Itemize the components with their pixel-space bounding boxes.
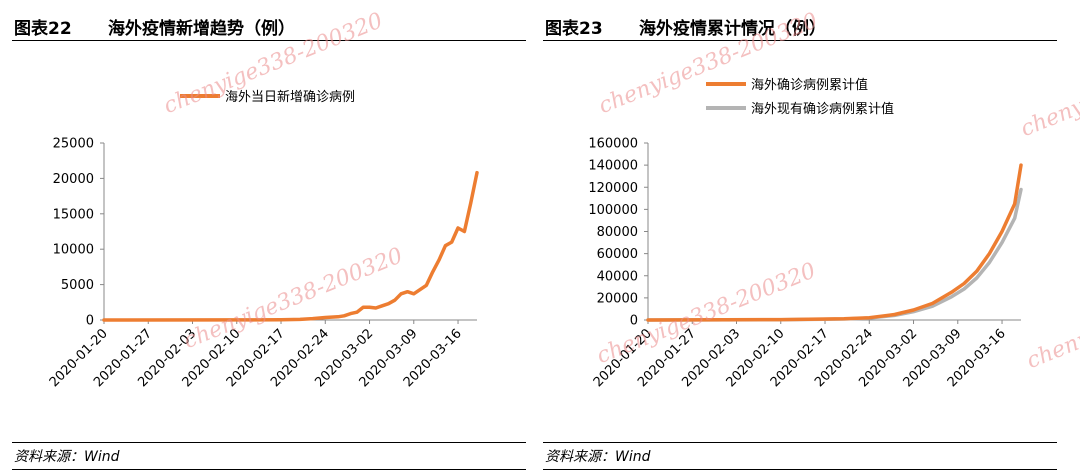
figure-title: 海外疫情累计情况（例） (639, 19, 826, 39)
y-tick-label: 60000 (597, 247, 638, 262)
figure-header: 图表23 海外疫情累计情况（例） (543, 12, 1057, 41)
source-divider-top (543, 442, 1057, 443)
source-note: 资料来源：Wind (545, 449, 651, 465)
source-divider-bottom (12, 469, 526, 470)
source-divider-bottom (543, 469, 1057, 470)
y-tick-label: 0 (630, 314, 638, 329)
series-line (646, 187, 1023, 322)
y-tick-label: 5000 (61, 278, 94, 293)
figure-title: 海外疫情新增趋势（例） (108, 19, 295, 39)
figure-number: 图表23 (545, 19, 603, 39)
legend-label: 海外当日新增确诊病例 (225, 89, 355, 105)
y-tick-label: 0 (86, 314, 94, 329)
chart-panel-left: 图表22 海外疫情新增趋势（例） 0 5000 10000 15000 20000 250… (12, 0, 526, 475)
y-tick-label: 20000 (597, 291, 638, 306)
y-tick-label: 20000 (53, 172, 94, 187)
y-tick-label: 25000 (53, 137, 94, 152)
figure-header: 图表22 海外疫情新增趋势（例） (12, 12, 526, 41)
legend-label: 海外现有确诊病例累计值 (751, 101, 894, 117)
source-divider-top (12, 442, 526, 443)
y-tick-label: 40000 (597, 269, 638, 284)
y-tick-label: 140000 (588, 159, 638, 174)
figure-number: 图表22 (14, 19, 72, 39)
chart-panel-right: 图表23 海外疫情累计情况（例） 0 20000 40000 60000 80000 10… (543, 0, 1057, 475)
y-tick-label: 120000 (588, 181, 638, 196)
line-chart-new-cases: 05000100001500020000250002020-01-202020-… (47, 89, 479, 390)
legend-label: 海外确诊病例累计值 (751, 77, 868, 93)
y-tick-label: 10000 (53, 243, 94, 258)
y-tick-label: 160000 (588, 137, 638, 152)
series-line (102, 170, 479, 322)
line-chart-cumulative-cases: 0 20000 40000 60000 80000 100000 120000 140000 1… (588, 77, 1023, 390)
y-tick-label: 15000 (53, 207, 94, 222)
y-tick-label: 80000 (597, 225, 638, 240)
series-line (646, 163, 1023, 322)
source-note: 资料来源：Wind (14, 449, 120, 465)
y-tick-label: 100000 (588, 203, 638, 218)
